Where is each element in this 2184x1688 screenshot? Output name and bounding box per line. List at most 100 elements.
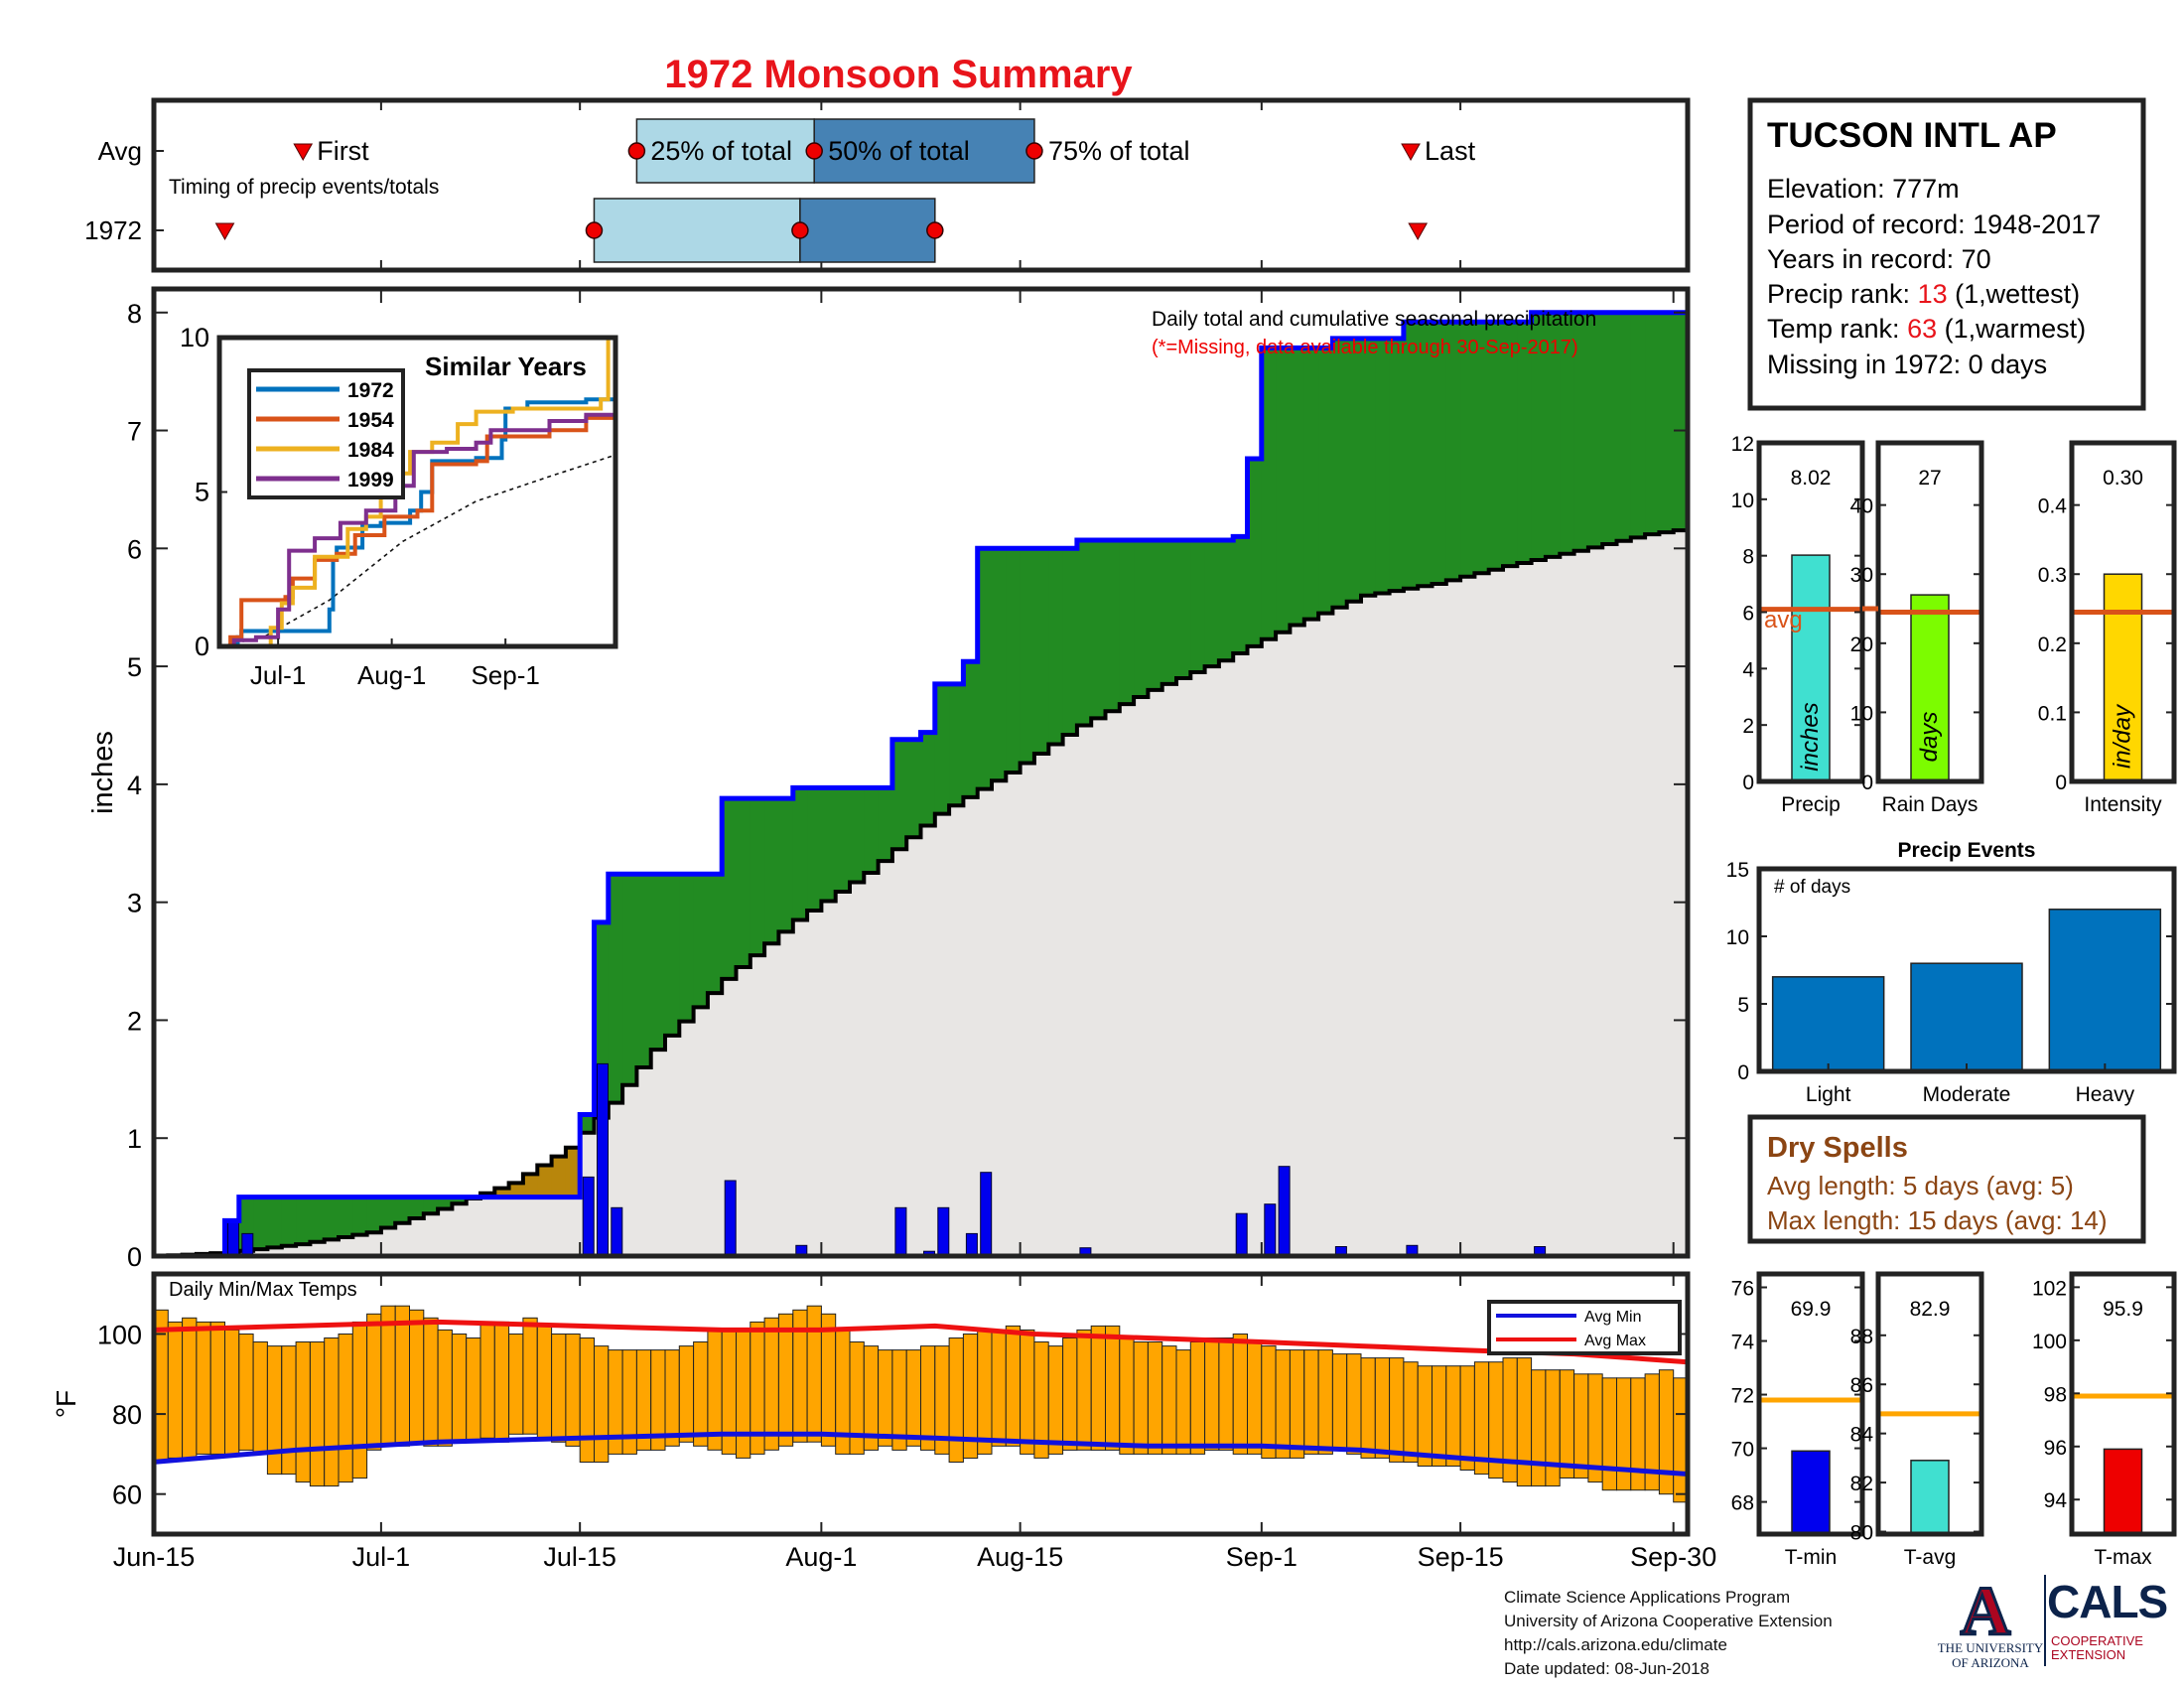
daily-precip-bar [937,1206,950,1257]
surplus-area [736,798,751,967]
surplus-area [1602,312,1618,545]
surplus-area [452,1196,468,1204]
daily-temp-bar [763,1317,779,1451]
surplus-area [366,1196,382,1233]
temp-t-max-ytick-label: 96 [2044,1437,2067,1460]
avg-label: avg [1764,607,1803,633]
main-ytick-label: 0 [127,1242,142,1272]
summary-rain-days-bar [1910,594,1950,782]
surplus-area [438,1196,453,1209]
surplus-area [977,548,993,789]
summary-precip-ytick-label: 2 [1742,715,1754,738]
daily-temp-bar [551,1334,567,1443]
timing-row-label: 1972 [84,215,142,245]
deficit-area [537,1165,553,1197]
daily-temp-bar [678,1345,695,1443]
timing-box-25-50 [635,118,815,184]
summary-rain-days-ytick-label: 0 [1861,772,1873,794]
dry-spells-box: Dry Spells Avg length: 5 days (avg: 5) M… [1747,1114,2146,1244]
temp-t-max-bar [2103,1448,2143,1535]
surplus-area [1445,322,1461,581]
surplus-area [1247,459,1263,646]
pct50-marker [791,221,809,239]
figure-title: 1972 Monsoon Summary [664,53,1133,96]
pct25-label: 25% of total [650,136,792,166]
surplus-area [1233,536,1249,653]
surplus-area [650,874,666,1051]
main-note: Daily total and cumulative seasonal prec… [1152,308,1596,331]
main-xtick-label: Jun-15 [113,1542,196,1572]
main-missing-note: (*=Missing, data available through 30-Se… [1152,337,1578,358]
summary-precip-ytick-label: 6 [1742,603,1754,626]
surplus-area [1531,312,1547,560]
surplus-area [1134,540,1149,697]
inset-series-1999 [219,411,617,648]
daily-temp-bar [1020,1329,1035,1455]
daily-temp-bar [1261,1345,1277,1459]
temps-ytick-label: 100 [97,1320,142,1349]
daily-temp-bar [1374,1357,1391,1459]
temp-t-max-ytick-label: 98 [2044,1383,2067,1406]
surplus-area [1048,548,1064,745]
daily-temp-bar [1317,1349,1333,1455]
summary-precip-ytick-label: 4 [1742,658,1754,681]
dry-spells-title: Dry Spells [1767,1132,1908,1164]
daily-temp-bar [522,1317,538,1435]
station-name: TUCSON INTL AP [1767,116,2057,155]
timing-note: Timing of precip events/totals [169,176,439,199]
summary-rain-days-ytick-label: 10 [1850,702,1873,725]
summary-intensity-label: Intensity [2084,793,2162,816]
surplus-area [1076,540,1092,726]
temp-t-min-bar [1791,1450,1831,1535]
events-ytick-label: 0 [1737,1061,1749,1084]
precip-events-chart: Light Moderate Heavy 0 5 10 15 Precip Events # o… [1726,839,2177,1106]
temp-t-max-ytick-label: 100 [2032,1331,2067,1353]
daily-temp-bar [1047,1345,1064,1455]
first-event-marker [214,222,235,241]
daily-temp-bar [281,1345,297,1476]
surplus-area [934,683,950,814]
temp-t-min-ytick-label: 70 [1731,1439,1754,1462]
surplus-area [1204,540,1220,667]
daily-temp-bar [1516,1357,1533,1487]
daily-temp-bar [806,1305,822,1443]
daily-temp-bar [1417,1365,1433,1467]
summary-rain-days-ytick-label: 20 [1850,633,1873,656]
university-of-arizona-logo: A THE UNIVERSITY OF ARIZONA [1921,1575,2060,1674]
temp-t-min-ytick-label: 68 [1731,1492,1754,1515]
ua-logo-text: THE UNIVERSITY OF ARIZONA [1937,1640,2044,1670]
svg-text:A: A [1961,1575,2011,1640]
daily-temp-bar [878,1349,893,1447]
inset-xtick-label: Jul-1 [250,660,306,690]
events-title: Precip Events [1898,839,2036,862]
summary-precip-ytick-label: 10 [1731,490,1754,512]
surplus-area [1517,322,1533,564]
surplus-area [1573,312,1589,551]
surplus-area [1460,322,1475,577]
daily-precip-bar [1278,1166,1291,1257]
surplus-area [1545,312,1561,557]
daily-temp-bar [224,1329,240,1455]
summary-precip-unit: inches [1797,702,1824,771]
deficit-area [551,1156,567,1197]
daily-temp-bar [1147,1341,1163,1455]
daily-temp-bar [1289,1349,1305,1459]
avg-cumulative-area [154,528,1688,1256]
daily-temp-bar [777,1313,794,1447]
station-elevation: Elevation: 777m [1767,174,1960,204]
summary-rain-days-label: Rain Days [1882,793,1979,816]
temp-t-avg-ytick-label: 80 [1850,1522,1873,1545]
station-years: Years in record: 70 [1767,244,1991,274]
summary-intensity-ytick-label: 0.4 [2038,495,2068,518]
summary-intensity-ytick-label: 0.1 [2038,702,2067,725]
main-xtick-label: Sep-15 [1418,1542,1504,1572]
surplus-area [906,739,922,838]
surplus-area [281,1196,297,1246]
daily-temp-bar [309,1341,326,1487]
timing-box-50-75 [799,198,936,263]
temp-t-avg-label: T-avg [1904,1546,1957,1569]
temp-t-min-ytick-label: 72 [1731,1385,1754,1408]
daily-temp-bar [493,1321,510,1443]
dry-spells-avg: Avg length: 5 days (avg: 5) [1767,1171,2074,1200]
summary-rain-days-frame [1875,440,1984,784]
